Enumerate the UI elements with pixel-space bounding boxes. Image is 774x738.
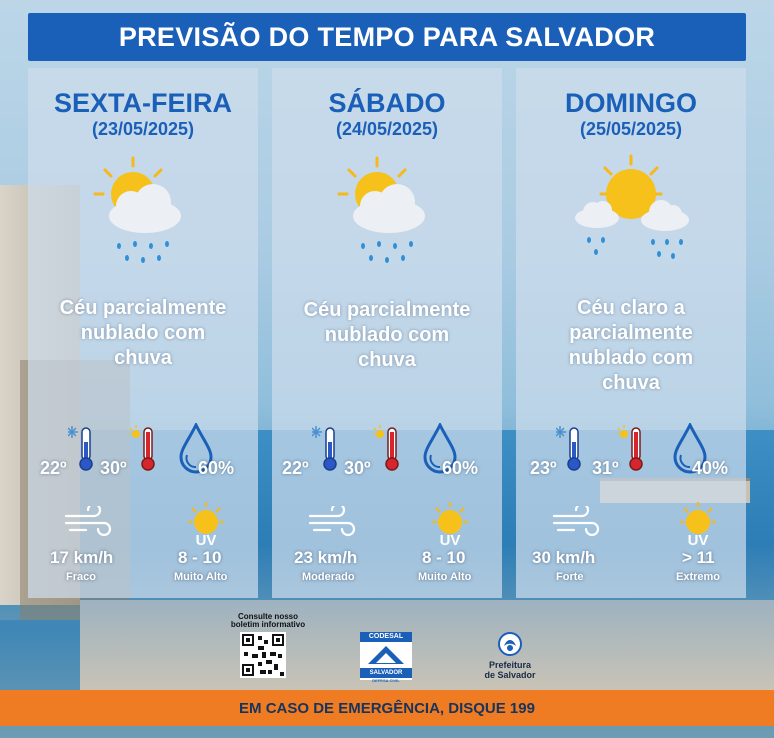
codesal-logo-subtext: DEFESA CIVIL bbox=[372, 678, 400, 683]
hot-thermometer-icon bbox=[617, 425, 643, 471]
uv-index: > 11 bbox=[682, 548, 715, 567]
page-title: PREVISÃO DO TEMPO PARA SALVADOR bbox=[118, 21, 656, 52]
wind-label: Moderado bbox=[302, 571, 355, 583]
wind-icon bbox=[552, 506, 600, 537]
wind-speed: 30 km/h bbox=[532, 548, 596, 567]
codesal-logo-text: CODESAL bbox=[360, 632, 412, 642]
condition-line: chuva bbox=[602, 372, 660, 394]
day-name: SEXTA-FEIRA bbox=[53, 88, 232, 118]
city-emblem-icon bbox=[498, 632, 522, 656]
day-date: (25/05/2025) bbox=[579, 119, 683, 139]
humidity-value: 40% bbox=[692, 458, 729, 478]
codesal-logo-text: SALVADOR bbox=[360, 668, 412, 678]
title-banner: PREVISÃO DO TEMPO PARA SALVADOR bbox=[28, 13, 746, 61]
forecast-card-saturday: SÁBADO (24/05/2025) Céu parcialmente nub… bbox=[272, 68, 502, 598]
prefeitura-line: de Salvador bbox=[484, 670, 536, 680]
wind-label: Forte bbox=[556, 571, 584, 583]
condition-line: Céu parcialmente bbox=[303, 299, 471, 321]
humidity-value: 60% bbox=[442, 458, 479, 478]
day-name: SÁBADO bbox=[328, 88, 446, 118]
condition-text: Céu parcialmente nublado com chuva bbox=[36, 296, 250, 371]
forecast-card-friday: SEXTA-FEIRA (23/05/2025) Céu parcialment… bbox=[28, 68, 258, 598]
max-temp: 31º bbox=[592, 458, 619, 478]
condition-line: chuva bbox=[358, 349, 416, 371]
prefeitura-logo: Prefeitura de Salvador bbox=[478, 632, 542, 682]
cold-thermometer-icon bbox=[312, 426, 337, 471]
condition-line: Céu parcialmente bbox=[59, 297, 227, 319]
min-temp: 22º bbox=[40, 458, 67, 478]
max-temp: 30º bbox=[344, 458, 371, 478]
condition-text: Céu parcialmente nublado com chuva bbox=[280, 298, 494, 373]
hot-thermometer-icon bbox=[373, 425, 399, 471]
svg-text:UV: UV bbox=[688, 532, 709, 548]
condition-line: nublado com bbox=[324, 324, 450, 346]
cold-thermometer-icon bbox=[68, 426, 93, 471]
cold-thermometer-icon bbox=[556, 426, 581, 471]
codesal-logo: CODESAL SALVADOR DEFESA CIVIL bbox=[360, 632, 412, 683]
wind-icon bbox=[308, 506, 356, 537]
min-temp: 22º bbox=[282, 458, 309, 478]
humidity-value: 60% bbox=[198, 458, 235, 478]
condition-line: parcialmente bbox=[569, 322, 693, 344]
shield-icon bbox=[368, 646, 404, 664]
sun-clouds-rain-icon bbox=[575, 154, 689, 259]
uv-index: 8 - 10 bbox=[178, 548, 222, 567]
uv-label: Muito Alto bbox=[418, 571, 472, 583]
bulletin-caption-line: boletim informativo bbox=[230, 620, 306, 629]
qr-code[interactable] bbox=[240, 632, 286, 678]
wind-label: Fraco bbox=[66, 571, 96, 583]
hot-thermometer-icon bbox=[129, 425, 155, 471]
partly-cloudy-rain-icon bbox=[337, 156, 425, 263]
max-temp: 30º bbox=[100, 458, 127, 478]
prefeitura-text: Prefeitura de Salvador bbox=[478, 660, 542, 680]
uv-sun-icon: UV bbox=[432, 502, 468, 548]
day-date: (24/05/2025) bbox=[335, 119, 439, 139]
wind-speed: 23 km/h bbox=[294, 548, 358, 567]
emergency-banner: EM CASO DE EMERGÊNCIA, DISQUE 199 bbox=[0, 690, 774, 726]
humidity-drop-icon bbox=[179, 423, 213, 474]
partly-cloudy-rain-icon bbox=[93, 156, 181, 263]
prefeitura-line: Prefeitura bbox=[488, 660, 532, 670]
emergency-text: EM CASO DE EMERGÊNCIA, DISQUE 199 bbox=[239, 699, 535, 717]
condition-line: nublado com bbox=[568, 347, 694, 369]
svg-text:UV: UV bbox=[196, 532, 217, 548]
uv-index: 8 - 10 bbox=[422, 548, 466, 567]
bulletin-caption-line: Consulte nosso bbox=[237, 612, 298, 621]
humidity-drop-icon bbox=[423, 423, 457, 474]
humidity-drop-icon bbox=[673, 423, 707, 474]
forecast-card-sunday: DOMINGO (25/05/2025) Céu claro a parcial… bbox=[516, 68, 746, 598]
uv-sun-icon: UV bbox=[188, 502, 224, 548]
condition-line: chuva bbox=[114, 347, 172, 369]
bulletin-caption: Consulte nosso boletim informativo bbox=[228, 613, 308, 629]
harbor-backdrop bbox=[80, 600, 774, 690]
condition-line: nublado com bbox=[80, 322, 206, 344]
uv-sun-icon: UV bbox=[680, 502, 716, 548]
uv-label: Extremo bbox=[676, 571, 721, 583]
svg-text:UV: UV bbox=[440, 532, 461, 548]
wind-speed: 17 km/h bbox=[50, 548, 114, 567]
wind-icon bbox=[64, 506, 112, 537]
uv-label: Muito Alto bbox=[174, 571, 228, 583]
min-temp: 23º bbox=[530, 458, 557, 478]
condition-line: Céu claro a bbox=[577, 297, 685, 319]
day-date: (23/05/2025) bbox=[91, 119, 195, 139]
condition-text: Céu claro a parcialmente nublado com chu… bbox=[524, 296, 738, 396]
day-name: DOMINGO bbox=[565, 88, 697, 118]
